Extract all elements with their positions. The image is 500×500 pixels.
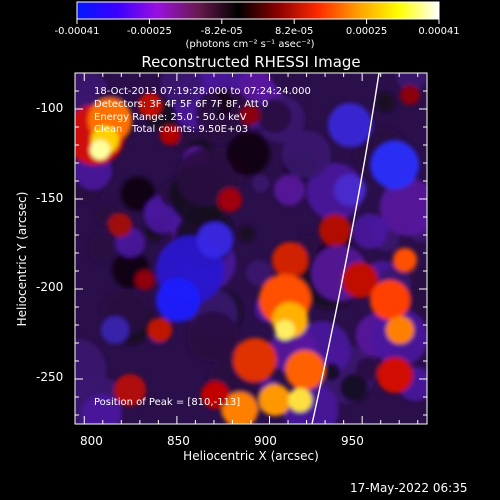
x-tick-label: 800 [80,434,103,448]
colorbar-tick-label: -0.00041 [54,26,100,37]
image-blob [370,280,410,320]
image-blob [218,188,242,212]
footer-timestamp: 17-May-2022 06:35 [350,481,468,495]
x-tick-label: 850 [167,434,190,448]
image-blob [233,338,277,382]
y-tick-label: -100 [36,101,64,115]
image-blob [395,73,427,92]
image-blob [197,222,233,258]
x-tick-label: 950 [341,434,364,448]
x-axis-label: Heliocentric X (arcsec) [183,449,319,463]
image-blob [319,214,351,246]
image-blob [245,260,272,286]
image-blob [282,130,331,180]
y-axis-label: Heliocentric Y (arcsec) [15,191,29,327]
image-blob [138,93,162,117]
image-blob [259,384,291,416]
image-blob [258,99,292,134]
image-blob [114,374,146,406]
x-tick-label: 900 [254,434,277,448]
image-blob [274,174,305,206]
image-blob [222,392,258,424]
image-blob [135,270,155,290]
image-blob [90,140,110,160]
colorbar-tick-label: 0.00041 [418,26,460,37]
y-tick-label: -250 [36,370,64,384]
image-blob [108,213,132,237]
image-blob [288,388,312,412]
image-blob [328,103,372,147]
annotation-energy-range: Energy Range: 25.0 - 50.0 keV [94,112,247,123]
colorbar-unit-label: (photons cm⁻² s⁻¹ asec⁻²) [185,39,315,50]
image-blob [272,242,308,278]
image-blob [201,381,229,409]
image-blob [400,85,420,105]
image-blob [199,92,222,115]
image-blob [160,125,180,145]
image-blob [275,320,295,340]
colorbar-gradient [76,1,440,20]
plot-title: Reconstructed RHESSI Image [141,53,361,71]
colorbar-tick-label: 8.2e-05 [274,26,314,37]
image-blob [239,73,273,102]
y-tick-label: -150 [36,191,64,205]
image-blob [369,217,389,238]
image-blob [120,176,155,211]
image-blob [187,311,238,362]
image-blob [176,148,235,207]
image-blob [377,357,413,393]
image-blob [88,234,116,262]
image-blob [226,131,271,176]
image-blob [379,178,427,236]
image-blob [101,316,129,344]
image-blob [160,73,204,105]
image-blob [240,105,260,125]
image-blob [375,92,395,112]
image-blob [238,225,255,243]
image-blob [252,175,270,193]
image-blob [148,318,172,342]
image-blob [75,338,106,399]
annotation-peak-position: Position of Peak = [810,-113] [94,397,241,408]
image-blob [356,357,379,381]
annotation-clean-counts: Clean Total counts: 9.50E+03 [94,124,249,135]
annotation-detectors: Detectors: 3F 4F 5F 6F 7F 8F, Att 0 [94,99,269,110]
image-blob [386,316,414,344]
image-blob [285,350,325,390]
image-blob [342,262,378,298]
image-blob [144,201,163,219]
colorbar [76,1,440,24]
image-blob [81,394,122,424]
image-blob [393,248,417,272]
annotation-time-range: 18-Oct-2013 07:19:28.000 to 07:24:24.000 [94,86,311,97]
colorbar-tick-label: -8.2e-05 [200,26,243,37]
image-blob [156,278,200,322]
image-blob [371,141,419,189]
image-blob [340,373,369,402]
y-tick-label: -200 [36,280,64,294]
image-blob [322,363,341,381]
colorbar-tick-label: -0.00025 [126,26,172,37]
colorbar-tick-label: 0.00025 [345,26,388,37]
solar-limb-curve [311,73,380,424]
